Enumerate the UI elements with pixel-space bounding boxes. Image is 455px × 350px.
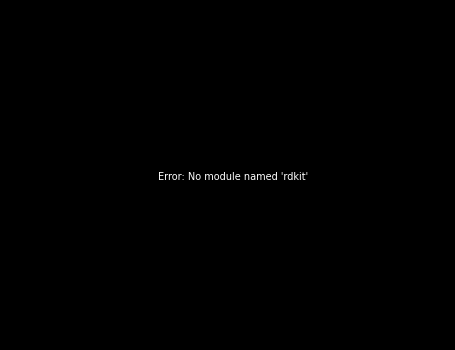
Text: Error: No module named 'rdkit': Error: No module named 'rdkit' <box>158 172 308 182</box>
